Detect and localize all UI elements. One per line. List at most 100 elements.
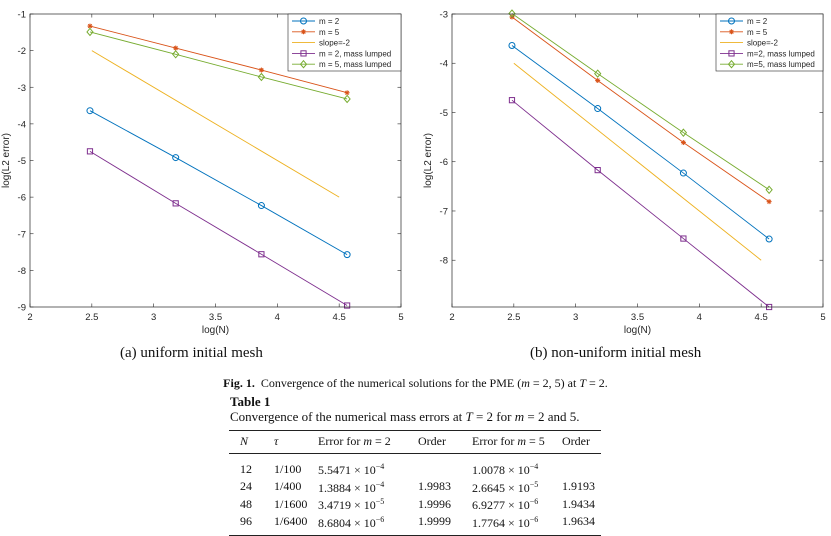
legend-label: slope=-2 xyxy=(319,39,350,48)
header-tau: τ xyxy=(274,430,318,454)
header-tau-text: τ xyxy=(274,434,279,448)
x-tick-label: 3.5 xyxy=(631,312,644,323)
legend-item: slope=-2 xyxy=(292,39,350,48)
series-m-5 xyxy=(509,14,772,205)
x-tick-label: 4 xyxy=(697,312,702,323)
legend-item: m = 5 xyxy=(720,28,768,37)
cell-tau: 1/400 xyxy=(274,479,302,493)
exponent: −4 xyxy=(375,462,385,471)
legend-marker xyxy=(300,17,307,25)
data-point xyxy=(594,69,602,78)
y-axis-label: log(L2 error) xyxy=(1,133,12,188)
data-point xyxy=(765,235,773,243)
mass-error-table: N τ Error for m = 2 Order Error for m = … xyxy=(229,430,601,536)
legend-label: m = 2 xyxy=(747,17,768,26)
data-point xyxy=(258,251,265,258)
series-m-2-mass-lumped xyxy=(86,148,351,309)
figure-caption-m: m xyxy=(521,376,530,390)
series-m-2 xyxy=(508,42,773,243)
y-tick-label: -4 xyxy=(440,59,448,70)
figure-caption: Fig. 1. Convergence of the numerical sol… xyxy=(0,376,831,391)
x-tick-label: 4.5 xyxy=(333,312,346,323)
table-caption-text: Convergence of the numerical mass errors… xyxy=(230,409,466,424)
header-N: N xyxy=(229,430,274,454)
data-point xyxy=(258,67,264,73)
header-text: = 5 xyxy=(525,434,545,448)
x-tick-label: 3.5 xyxy=(209,312,222,323)
legend-item: m = 2 xyxy=(292,17,340,26)
data-point xyxy=(679,169,687,177)
series-m-5-mass-lumped xyxy=(508,9,773,195)
cell-tau: 1/6400 xyxy=(274,514,308,528)
figure-caption-T: T xyxy=(579,376,587,390)
legend-item: m = 5, mass lumped xyxy=(292,59,391,69)
legend-marker xyxy=(727,59,736,69)
legend-item: m = 2 xyxy=(720,17,768,26)
exponent: −6 xyxy=(529,497,539,506)
y-tick-label: -6 xyxy=(18,193,26,204)
legend: m = 2 m = 5 slope=-2m = 2, mass lumped m = … xyxy=(287,13,402,72)
header-m: m xyxy=(363,434,372,448)
y-tick-label: -9 xyxy=(18,303,26,314)
series-line xyxy=(511,16,770,202)
series-slope-2 xyxy=(513,62,762,261)
header-text: = 2 xyxy=(371,434,391,448)
data-point xyxy=(344,302,351,309)
table-header-row: N τ Error for m = 2 Order Error for m = … xyxy=(229,430,601,454)
cell-N: 24 xyxy=(240,479,252,493)
figure-caption-text: = 2. xyxy=(586,376,608,390)
x-tick-label: 5 xyxy=(398,312,403,323)
y-tick-label: -7 xyxy=(440,206,448,217)
series-m-2-mass-lumped xyxy=(508,97,773,311)
header-error-m2: Error for m = 2 xyxy=(318,430,418,454)
x-axis-label: log(N) xyxy=(624,325,651,336)
data-point xyxy=(86,107,94,115)
mantissa: 1.3884 × 10 xyxy=(318,480,376,495)
series-line xyxy=(513,62,762,261)
legend-label: m = 5 xyxy=(747,28,768,37)
y-tick-label: -6 xyxy=(440,157,448,168)
mantissa: 5.5471 × 10 xyxy=(318,463,376,477)
x-tick-label: 5 xyxy=(820,312,825,323)
axes-box xyxy=(451,13,824,308)
table-row: 24 1/400 1.3884 × 10−4 1.9983 2.6645 × 10−5 1… xyxy=(229,478,601,496)
data-point xyxy=(766,199,772,205)
cell-N: 48 xyxy=(240,496,252,511)
series-line xyxy=(89,150,348,306)
header-text: Error for xyxy=(318,434,364,448)
legend-label: m = 2 xyxy=(319,17,340,26)
table-row: 96 1/6400 8.6804 × 10−6 1.9999 1.7764 × 10−6… xyxy=(229,513,601,536)
header-m: m xyxy=(517,434,526,448)
x-axis-label: log(N) xyxy=(202,325,229,336)
data-point xyxy=(594,105,602,113)
data-point xyxy=(87,23,93,29)
cell-error-m2: 1.3884 × 10−4 xyxy=(318,478,418,496)
figure-caption-text: = 2, 5) at xyxy=(529,376,580,390)
y-tick-label: -2 xyxy=(18,46,26,57)
header-order-m5: Order xyxy=(562,430,601,454)
x-tick-label: 2.5 xyxy=(507,312,520,323)
data-point xyxy=(172,200,179,207)
cell-order-m5: 1.9434 xyxy=(562,496,595,511)
cell-error-m5: 1.7764 × 10−6 xyxy=(472,513,562,536)
series-m-5 xyxy=(87,23,350,96)
legend-item: m = 5 xyxy=(292,28,340,37)
data-point xyxy=(343,251,351,259)
chart-nonuniform-mesh: 2 2.5 3 3.5 4 4.5 5 -8 -7 -6 -5 -4 -3 log(N) log(L2 er… xyxy=(423,9,826,336)
y-tick-label: -1 xyxy=(18,10,26,21)
y-tick-label: -8 xyxy=(440,256,448,267)
mantissa: 6.9277 × 10 xyxy=(472,498,530,512)
legend-label: m = 5 xyxy=(319,28,340,37)
table-caption-T: T xyxy=(465,409,473,424)
legend-label: m = 5, mass lumped xyxy=(319,60,391,69)
chart-uniform-mesh: 2 2.5 3 3.5 4 4.5 5 -9 -8 -7 -6 -5 -4 -3 -2 -1 log(N) log… xyxy=(1,10,404,337)
series-line xyxy=(89,25,348,94)
series-m-2 xyxy=(86,107,351,259)
y-tick-label: -5 xyxy=(18,156,26,167)
legend-marker xyxy=(728,17,735,25)
series-line xyxy=(91,50,340,198)
mantissa: 3.4719 × 10 xyxy=(318,498,376,512)
exponent: −4 xyxy=(529,462,539,471)
y-axis-label: log(L2 error) xyxy=(423,133,434,188)
data-point xyxy=(172,154,180,162)
